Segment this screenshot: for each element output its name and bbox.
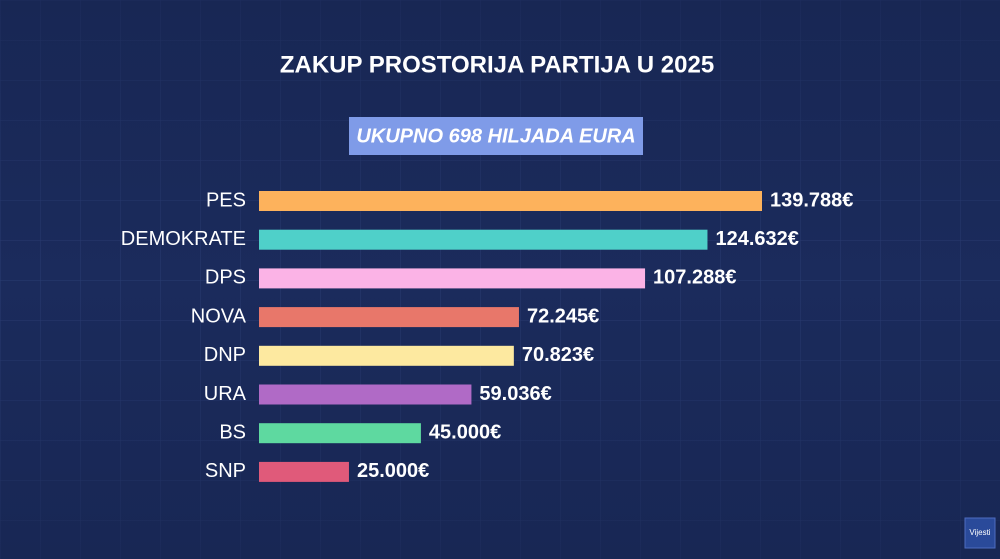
value-label: 45.000€ bbox=[429, 421, 501, 443]
bar bbox=[259, 229, 708, 250]
logo bbox=[964, 517, 996, 549]
subtitle-box bbox=[349, 117, 643, 155]
value-label: 70.823€ bbox=[522, 344, 594, 366]
bar bbox=[259, 268, 646, 289]
bar bbox=[259, 191, 762, 211]
chart-title: ZAKUP PROSTORIJA PARTIJA U 2025 bbox=[280, 51, 714, 78]
watermark: Vijesti bbox=[969, 528, 990, 537]
bar bbox=[259, 384, 472, 405]
category-label: DNP bbox=[204, 344, 246, 366]
value-label: 72.245€ bbox=[527, 305, 599, 327]
chart-subtitle: UKUPNO 698 HILJADA EURA bbox=[356, 125, 635, 147]
bar bbox=[259, 345, 514, 366]
value-label: 124.632€ bbox=[715, 228, 798, 250]
category-label: BS bbox=[219, 421, 246, 443]
value-label: 139.788€ bbox=[770, 189, 853, 211]
category-label: NOVA bbox=[191, 305, 247, 327]
category-label: PES bbox=[206, 189, 246, 211]
value-label: 25.000€ bbox=[357, 460, 429, 482]
category-label: SNP bbox=[205, 460, 246, 482]
value-label: 107.288€ bbox=[653, 267, 736, 289]
category-label: DPS bbox=[205, 267, 246, 289]
bar bbox=[259, 461, 349, 482]
bar bbox=[259, 423, 421, 444]
category-label: URA bbox=[204, 383, 247, 405]
value-label: 59.036€ bbox=[479, 383, 551, 405]
bar bbox=[259, 307, 519, 328]
category-label: DEMOKRATE bbox=[121, 228, 246, 250]
